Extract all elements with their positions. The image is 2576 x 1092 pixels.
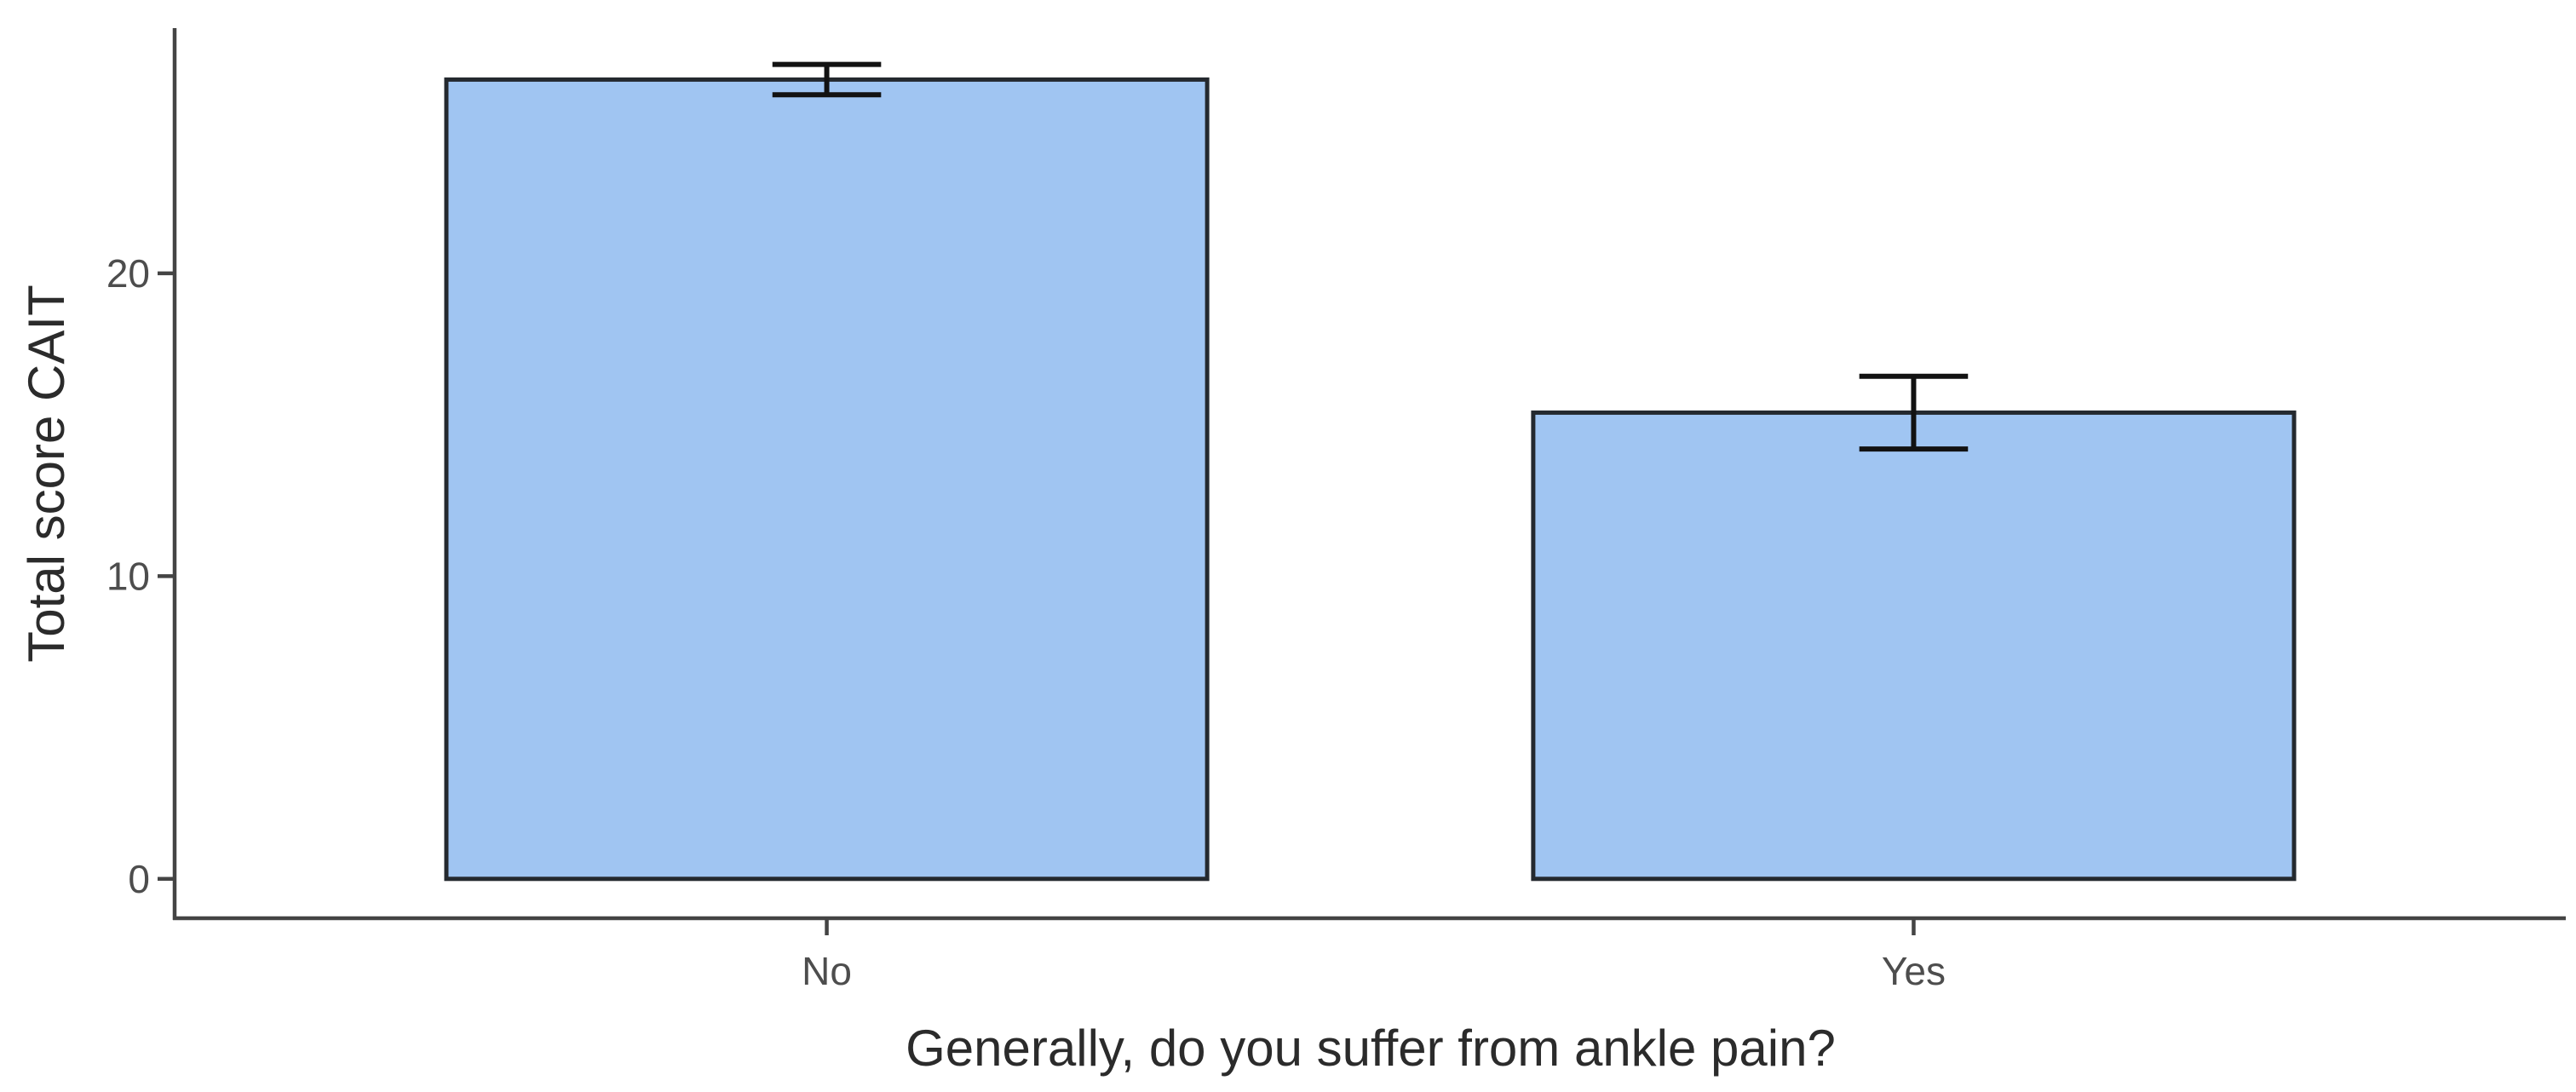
bar-no [444,77,1210,882]
x-category-label-yes: Yes [1882,949,1946,993]
y-axis-title: Total score CAIT [18,284,75,663]
y-tick-label-20: 20 [106,251,150,296]
bar-yes [1531,410,2297,882]
x-axis-title: Generally, do you suffer from ankle pain… [906,1020,1836,1077]
y-tick-label-10: 10 [106,554,150,598]
y-tick-label-0: 0 [128,857,150,901]
x-category-label-no: No [802,949,852,993]
